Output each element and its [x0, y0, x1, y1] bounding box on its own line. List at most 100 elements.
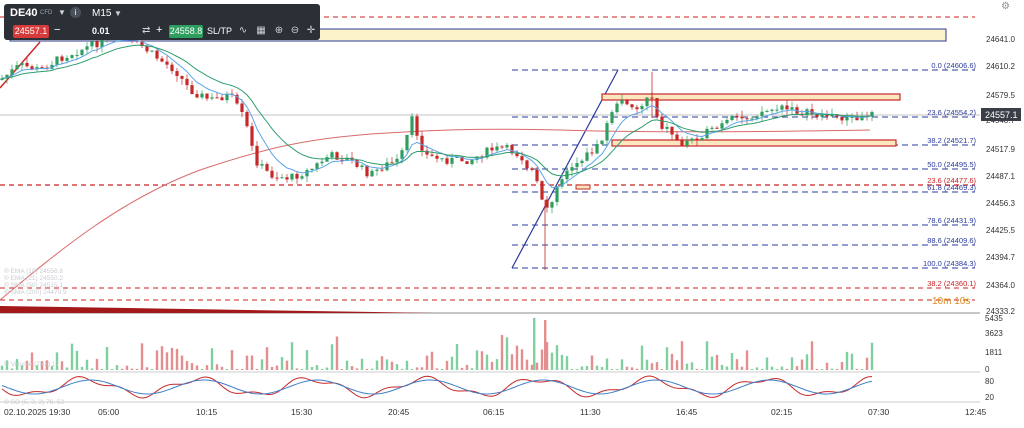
small-zone-box [575, 184, 591, 190]
volume-bar [350, 366, 354, 370]
volume-bar [590, 355, 594, 370]
settings-gear-icon[interactable]: ⚙ [1001, 1, 1010, 12]
candle-body [255, 145, 259, 166]
reverse-icon[interactable]: ⇄ [142, 25, 151, 36]
volume-bar [220, 366, 224, 370]
volume-bar [505, 337, 509, 370]
volume-bar [300, 369, 304, 370]
candle-body [610, 112, 614, 124]
volume-bar [20, 365, 24, 370]
crosshair-icon[interactable]: ✛ [306, 25, 316, 36]
volume-bar [235, 369, 239, 370]
line-chart-icon[interactable]: ∿ [238, 25, 248, 36]
volume-bar [165, 352, 169, 370]
candle-body [640, 106, 644, 110]
candle-body [330, 152, 334, 158]
time-axis-label: 12:45 [965, 407, 987, 417]
volume-bar [435, 368, 439, 370]
volume-bar [370, 368, 374, 370]
candle-body [545, 199, 549, 208]
symbol-type-label: CFD [40, 10, 53, 16]
volume-bar [415, 367, 419, 370]
sma-200-line [0, 128, 871, 301]
candle-body [315, 163, 319, 169]
candle-body [820, 114, 824, 117]
fib-level-label: 38.2 (24521.7) [927, 136, 976, 145]
volume-bar [210, 348, 214, 370]
volume-bar [445, 360, 449, 370]
candle-body [765, 110, 769, 112]
volume-bar [185, 361, 189, 370]
volume-bar [765, 357, 769, 370]
volume-bar [115, 365, 119, 370]
volume-bar [595, 365, 599, 370]
volume-bar [5, 360, 9, 370]
volume-bar [260, 359, 264, 370]
candle-body [470, 159, 474, 164]
volume-bar [630, 367, 634, 370]
candle-body [405, 134, 409, 151]
candle-body [430, 154, 434, 156]
candle-timer-label: 10m 10s [932, 296, 970, 307]
volume-bar [740, 366, 744, 370]
candle-body [685, 140, 689, 146]
fib-level-label: 23.6 (24477.6) [927, 176, 976, 185]
volume-bar [390, 361, 394, 370]
increase-quantity-button[interactable]: + [156, 24, 163, 36]
indicator-legend-label: ® SO (5, 3, 3) 76, 53 [4, 398, 64, 406]
volume-bar [180, 355, 184, 370]
zoom-in-icon[interactable]: ⊕ [274, 25, 284, 36]
volume-bar [670, 353, 674, 370]
volume-bar [305, 349, 309, 370]
timeframe-dropdown-icon[interactable]: ▼ [114, 9, 122, 18]
volume-bar [265, 347, 269, 370]
candle-body [375, 169, 379, 171]
sltp-button[interactable]: SL/TP [207, 26, 233, 36]
volume-bar [125, 365, 129, 370]
candle-body [835, 114, 839, 117]
timeframe-selector[interactable]: M15 [92, 8, 112, 19]
volume-bar [685, 363, 689, 370]
info-icon[interactable]: i [70, 7, 81, 18]
volume-bar [335, 336, 339, 370]
volume-bar [200, 369, 204, 370]
quantity-input[interactable]: 0.01 [92, 26, 110, 36]
template-icon[interactable]: ▦ [256, 25, 266, 36]
price-axis-label: 24579.5 [986, 91, 1015, 100]
volume-bar [710, 356, 714, 370]
price-axis-label: 24517.9 [986, 145, 1015, 154]
volume-bar [15, 359, 19, 370]
volume-bar [285, 360, 289, 370]
fib-level-label: 38.2 (24360.1) [927, 279, 976, 288]
candle-body [80, 49, 84, 55]
indicator-legend-label: ® SMA (50) 24515.1 [4, 281, 63, 289]
volume-bar [715, 354, 719, 370]
decrease-quantity-button[interactable]: − [54, 24, 61, 36]
candle-body [485, 147, 489, 158]
symbol-dropdown-icon[interactable]: ▼ [58, 8, 66, 17]
volume-bar [105, 347, 109, 370]
candle-body [750, 118, 754, 120]
candle-body [65, 57, 69, 61]
candle-body [280, 177, 284, 179]
candle-body [840, 116, 844, 121]
volume-bar [460, 367, 464, 370]
candle-body [870, 111, 874, 117]
volume-bar [65, 367, 69, 370]
volume-bar [425, 355, 429, 370]
candle-body [695, 138, 699, 141]
candle-body [830, 114, 834, 117]
volume-bar [365, 369, 369, 370]
candle-body [775, 109, 779, 111]
volume-bar [0, 365, 4, 370]
symbol-label[interactable]: DE40 [10, 7, 38, 19]
candle-body [25, 62, 29, 67]
zoom-out-icon[interactable]: ⊖ [290, 25, 300, 36]
sell-button[interactable]: 24557.1 [13, 25, 49, 38]
volume-bar [730, 353, 734, 370]
candle-body [740, 116, 744, 119]
buy-button[interactable]: 24558.8 [169, 25, 203, 38]
volume-bar [750, 369, 754, 370]
volume-bar [755, 367, 759, 370]
